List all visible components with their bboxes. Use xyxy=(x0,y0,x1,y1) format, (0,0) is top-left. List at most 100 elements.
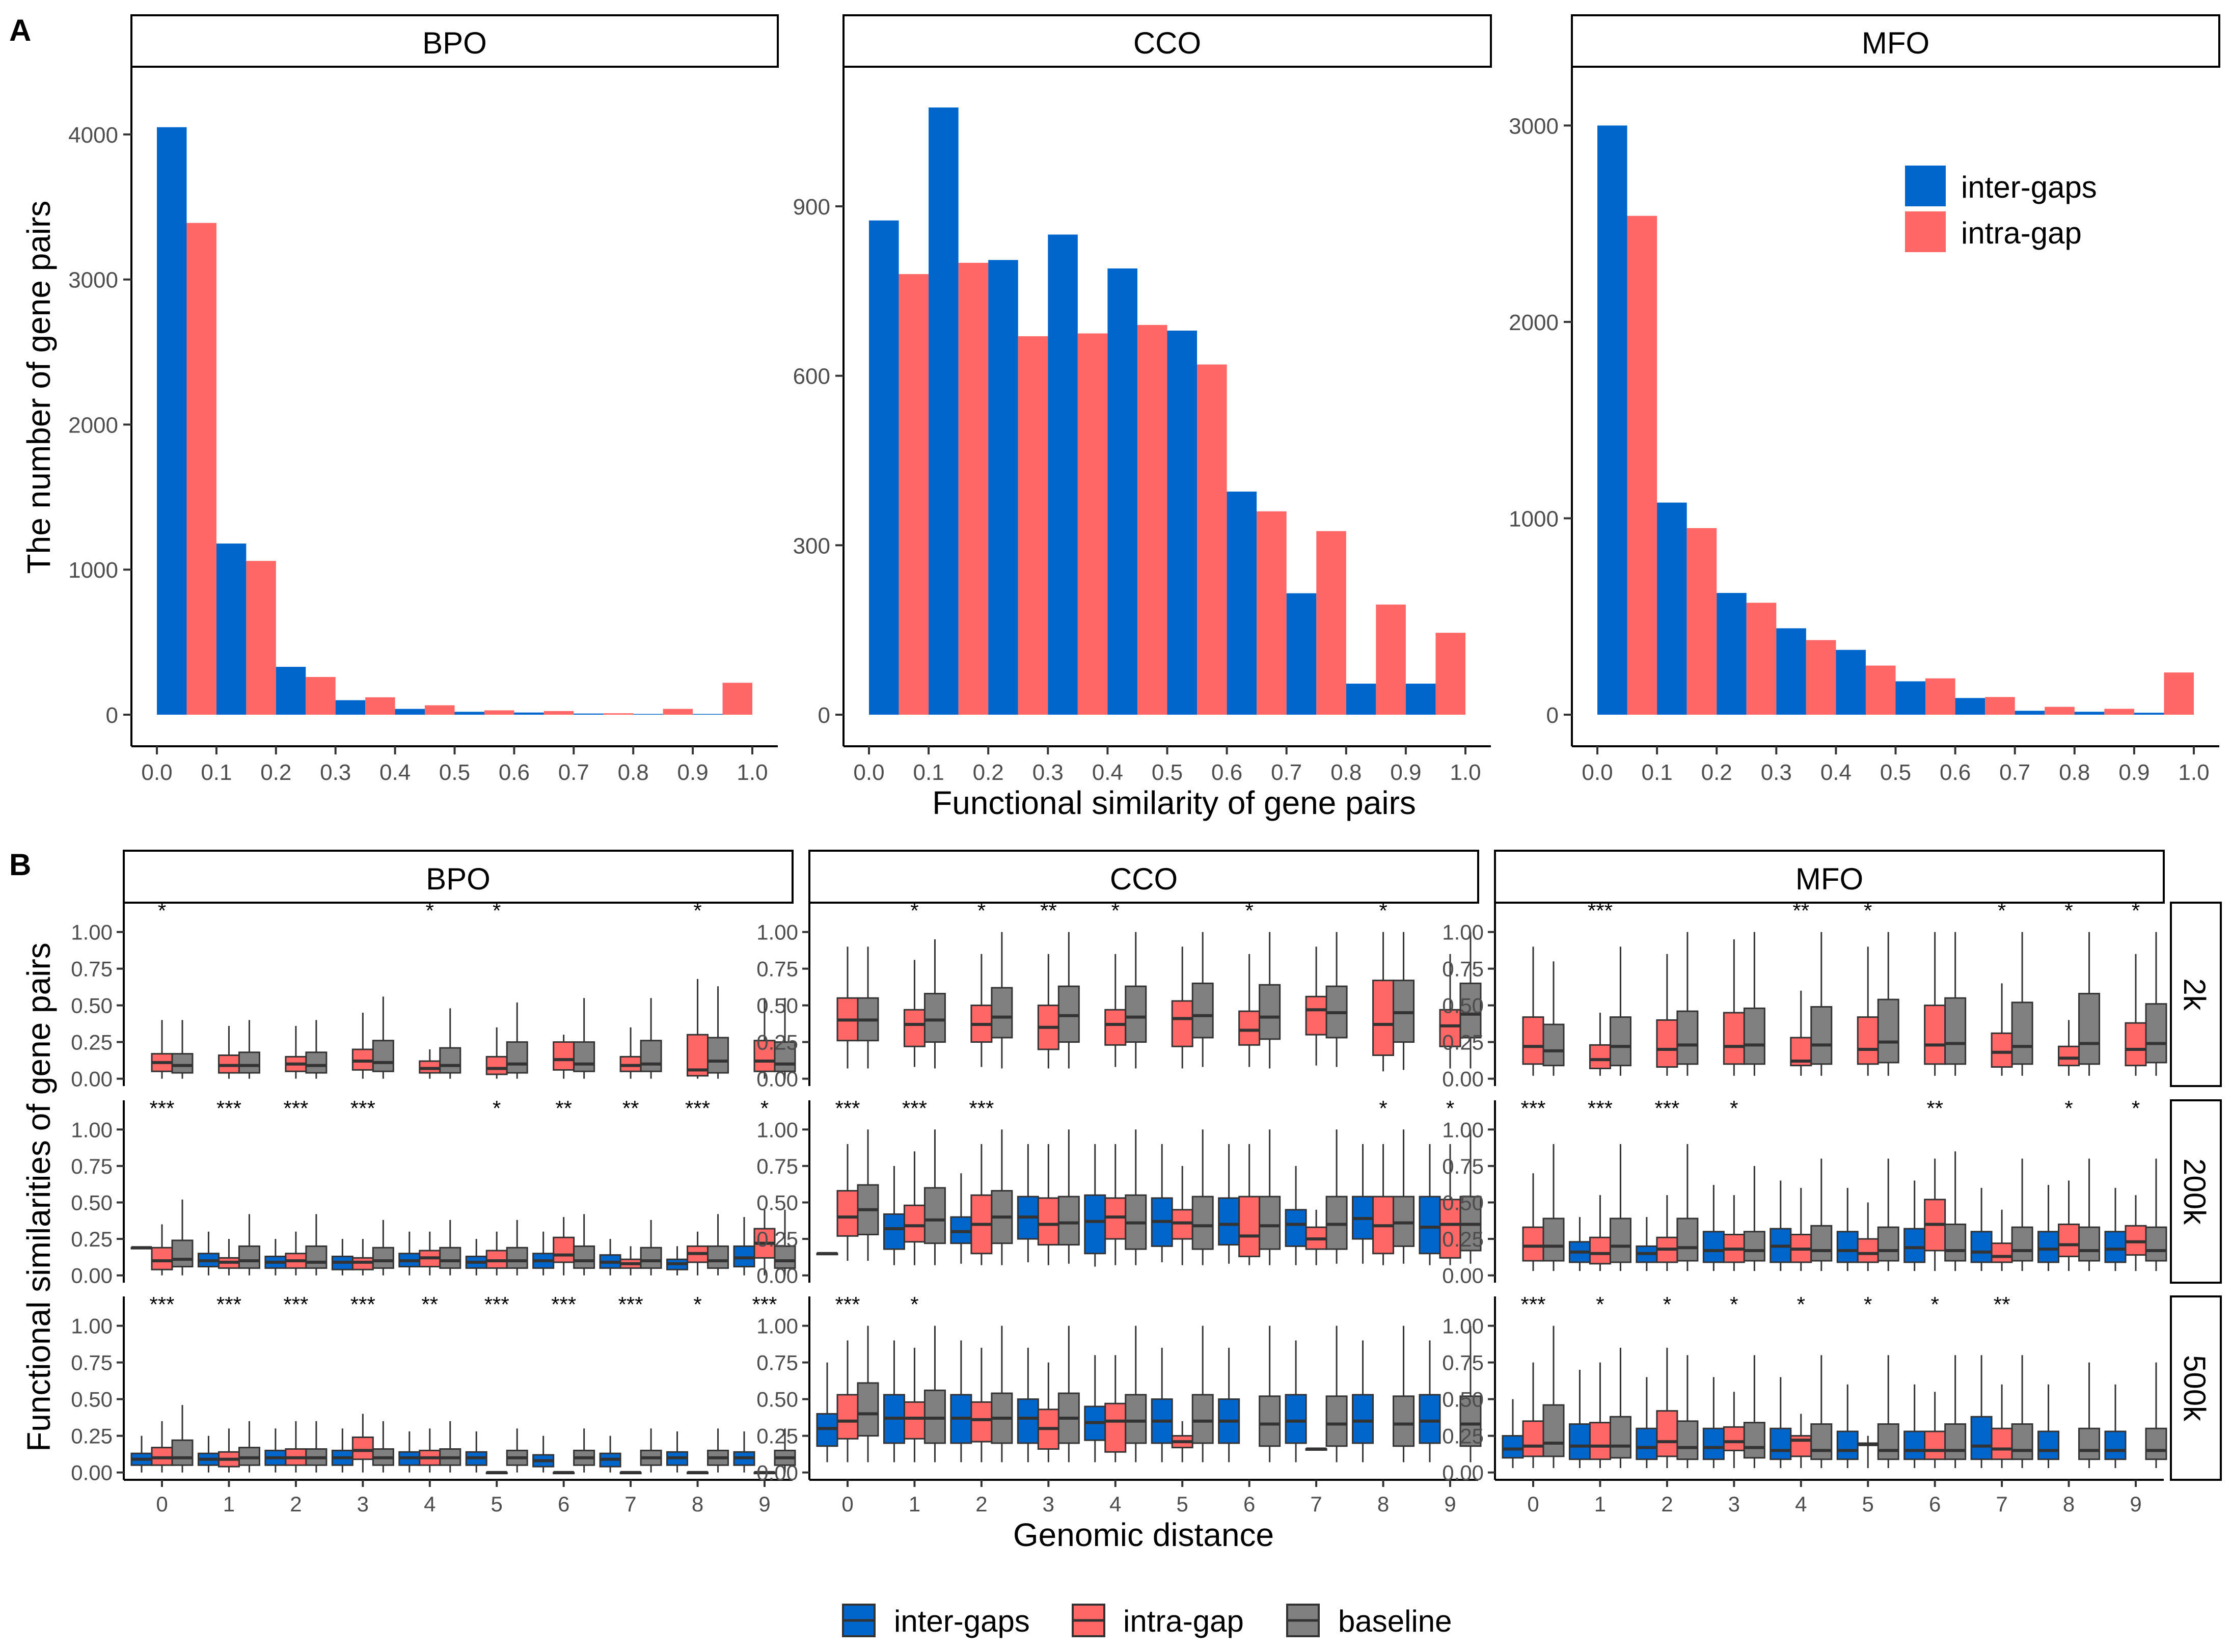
box-body xyxy=(1542,1404,1565,1457)
x-tick-label: 0.6 xyxy=(1211,760,1242,785)
box-body xyxy=(1542,1023,1565,1067)
box-baseline xyxy=(1459,1129,1482,1264)
box-baseline xyxy=(1057,1325,1080,1463)
x-tick-label: 0.7 xyxy=(1271,760,1302,785)
box-body xyxy=(836,1394,859,1440)
significance-stars: *** xyxy=(484,1292,509,1316)
box-baseline xyxy=(439,1421,461,1473)
box-inter-gaps xyxy=(197,1436,220,1473)
significance-stars: * xyxy=(910,1292,918,1316)
box-body xyxy=(1924,1430,1946,1460)
box-intra-gap xyxy=(2058,1180,2080,1271)
bar-inter-gaps xyxy=(1167,330,1198,715)
bar-inter-gaps xyxy=(1286,593,1317,715)
box-intra-gap xyxy=(485,1471,508,1475)
panel-a-xlabel: Functional similarity of gene pairs xyxy=(932,784,1416,821)
box-intra-gap xyxy=(217,1025,240,1079)
significance-stars: * xyxy=(1379,1096,1387,1120)
x-tick-label: 0 xyxy=(841,1492,853,1516)
box-inter-gaps xyxy=(264,1239,287,1276)
x-tick-label: 9 xyxy=(1444,1492,1456,1516)
y-tick-label: 1.00 xyxy=(1442,1118,1484,1142)
x-tick-label: 0.0 xyxy=(1582,760,1613,785)
box-body xyxy=(2011,1001,2033,1065)
box-body xyxy=(1104,1402,1127,1453)
box-intra-gap xyxy=(351,1239,374,1276)
box-intra-gap xyxy=(1305,1447,1327,1451)
significance-stars: ** xyxy=(1926,1096,1943,1120)
legend-label-inter-gaps: inter-gaps xyxy=(1961,170,2097,204)
y-tick-label: 0.00 xyxy=(71,1264,113,1288)
box-baseline xyxy=(774,998,796,1079)
box-baseline xyxy=(1743,1166,1765,1271)
x-tick-label: 5 xyxy=(491,1492,503,1516)
box-intra-gap xyxy=(1104,1355,1127,1463)
strip-500k xyxy=(2170,1295,2222,1481)
box-body xyxy=(1944,997,1967,1065)
x-tick-label: 0.4 xyxy=(379,760,411,785)
boxplot-2k-bpo: 0.00 0.25 0.50 0.75 1.00 * * * * xyxy=(71,899,796,1091)
bar-intra-gap xyxy=(1746,603,1777,715)
x-tick-label: 0.8 xyxy=(1330,760,1362,785)
significance-stars: * xyxy=(760,1096,769,1120)
significance-stars: *** xyxy=(283,1292,308,1316)
box-baseline xyxy=(573,1428,595,1473)
significance-stars: ** xyxy=(421,1292,438,1316)
box-inter-gaps xyxy=(666,1246,689,1276)
bar-inter-gaps xyxy=(1227,492,1257,715)
x-tick-label: 0.6 xyxy=(1940,760,1971,785)
y-tick-label: 0.25 xyxy=(756,1227,798,1251)
x-tick-label: 0.4 xyxy=(1092,760,1123,785)
bar-intra-gap xyxy=(2164,672,2194,715)
box-baseline xyxy=(2011,1355,2033,1468)
box-intra-gap xyxy=(1790,990,1812,1076)
box-body xyxy=(1238,1010,1261,1046)
box-inter-gaps xyxy=(599,1436,621,1473)
box-body xyxy=(439,1247,461,1269)
y-tick-label: 0.25 xyxy=(756,1031,798,1054)
box-body xyxy=(1439,1199,1461,1259)
bar-inter-gaps xyxy=(929,107,959,715)
box-body xyxy=(553,1041,575,1071)
box-inter-gaps xyxy=(733,1431,755,1473)
x-tick-label: 0.7 xyxy=(1999,760,2030,785)
box-intra-gap xyxy=(753,1471,776,1475)
boxplot-200k-bpo: 0.000.250.500.751.00*** *** *** *** * ** ** ***… xyxy=(71,1096,796,1288)
box-body xyxy=(1352,1394,1374,1444)
box-body xyxy=(1037,1197,1059,1246)
box-body xyxy=(1439,1009,1461,1047)
box-body xyxy=(1372,980,1395,1057)
y-tick-label: 900 xyxy=(793,195,830,220)
box-body xyxy=(1723,1426,1745,1451)
box-body xyxy=(923,1187,946,1244)
box-inter-gaps xyxy=(1084,1144,1106,1267)
box-inter-gaps xyxy=(1084,1355,1106,1463)
significance-stars: * xyxy=(2132,899,2140,923)
panel-b: BPO CCO MFO2k200k500k0.000.250.500.751.00*… xyxy=(71,850,2222,1516)
bar-inter-gaps xyxy=(1107,268,1137,715)
significance-stars: *** xyxy=(1654,1096,1679,1120)
box-body xyxy=(1991,1242,2013,1263)
box-inter-gaps xyxy=(666,1431,689,1473)
box-intra-gap xyxy=(419,1049,441,1079)
y-tick-label: 1.00 xyxy=(1442,1314,1484,1338)
significance-stars: * xyxy=(1663,1292,1671,1316)
box-baseline xyxy=(1810,1355,1833,1468)
y-tick-label: 0.50 xyxy=(756,1388,798,1412)
bar-intra-gap xyxy=(1137,324,1167,715)
y-tick-label: 0.00 xyxy=(1442,1067,1484,1091)
box-body xyxy=(1970,1416,1993,1460)
box-inter-gaps xyxy=(1151,1347,1173,1463)
box-baseline xyxy=(573,1214,595,1276)
box-inter-gaps xyxy=(1502,1399,1524,1468)
x-tick-label: 7 xyxy=(1996,1492,2007,1516)
box-inter-gaps xyxy=(1636,1377,1658,1468)
box-body xyxy=(1305,995,1327,1036)
box-intra-gap xyxy=(553,1035,575,1079)
box-intra-gap xyxy=(1439,954,1461,1069)
box-body xyxy=(305,1051,328,1074)
box-baseline xyxy=(1609,1347,1631,1468)
y-tick-label: 0.25 xyxy=(1442,1031,1484,1054)
x-tick-label: 0.0 xyxy=(853,760,884,785)
